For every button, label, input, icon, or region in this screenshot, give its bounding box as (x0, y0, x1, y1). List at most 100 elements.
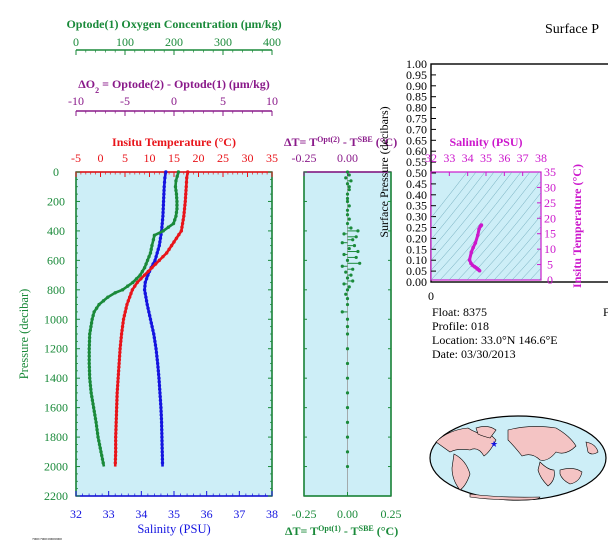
delta-t-data-point (345, 199, 350, 204)
red-data-point (182, 210, 186, 215)
density-contour (475, 203, 541, 280)
blue-data-point (156, 372, 161, 377)
green-data-point (90, 398, 95, 402)
delta-o2-tick-label: -10 (68, 94, 84, 108)
green-data-point (174, 188, 178, 193)
blue-data-point (144, 277, 149, 281)
surface-pressure-tick-label: 0.85 (406, 90, 427, 104)
data-marks (87, 170, 484, 469)
delta-t-data-point (345, 450, 350, 454)
ts-data-point (471, 245, 475, 250)
temperature-tick-label: 15 (168, 151, 180, 165)
red-data-point (115, 402, 119, 406)
blue-data-point (161, 210, 165, 215)
green-data-point (166, 225, 171, 229)
green-data-point (89, 391, 93, 395)
red-data-point (180, 221, 185, 226)
delta-t-data-point (345, 196, 350, 201)
pressure-tick-label: 1800 (44, 430, 68, 444)
cut-letter: F (603, 305, 608, 319)
red-data-point (113, 435, 118, 439)
delta-t-data-point (345, 276, 350, 280)
surface-pressure-tick-label: 0.80 (406, 101, 427, 115)
temperature-axis-title: Insitu Temperature (°C) (112, 135, 236, 149)
green-data-point (145, 258, 150, 263)
ts-x-tick-label: 35 (480, 151, 492, 165)
green-data-point (151, 238, 156, 242)
red-data-point (169, 243, 174, 248)
green-data-point (98, 446, 102, 450)
ts-x-tick-label: 34 (462, 151, 474, 165)
delta-t-data-point (345, 208, 350, 212)
temperature-tick-label: 35 (266, 151, 278, 165)
green-data-point (176, 170, 181, 174)
delta-t-data-point (356, 249, 360, 254)
ts-y-tick-label: 30 (544, 180, 556, 194)
red-data-point (186, 170, 190, 174)
red-data-point (121, 321, 125, 325)
red-data-point (172, 240, 176, 244)
blue-data-point (161, 207, 165, 211)
red-data-point (164, 251, 169, 255)
blue-data-point (154, 254, 158, 259)
delta-t-data-point (345, 435, 350, 439)
red-data-point (182, 214, 186, 218)
red-data-point (117, 361, 121, 366)
blue-data-point (162, 188, 166, 193)
blue-data-point (160, 431, 164, 436)
blue-data-point (157, 383, 162, 388)
green-data-point (93, 416, 98, 421)
delta-t-data-point (347, 246, 351, 251)
ts-data-point (473, 241, 478, 245)
salinity-tick-label: 37 (233, 507, 245, 521)
ts-y-tick-label: 0 (547, 273, 553, 287)
delta-t-data-point (344, 292, 348, 296)
delta-t-data-point (345, 391, 350, 395)
green-data-point (148, 251, 153, 255)
red-data-point (174, 236, 179, 240)
blue-data-point (160, 457, 165, 461)
salinity-tick-label: 35 (168, 507, 180, 521)
density-contour (493, 225, 541, 280)
density-contour (520, 257, 541, 280)
density-contour (529, 267, 541, 280)
oxygen-axis-title: Optode(1) Oxygen Concentration (μm/kg) (66, 17, 281, 31)
red-data-point (115, 383, 120, 388)
red-data-point (113, 442, 118, 447)
green-data-point (95, 431, 100, 436)
salinity-tick-label: 36 (201, 507, 213, 521)
red-data-point (117, 358, 122, 362)
delta-t-data-point (345, 288, 350, 292)
green-data-point (87, 339, 92, 344)
temperature-tick-label: 20 (193, 151, 205, 165)
red-data-point (114, 409, 119, 414)
green-data-point (91, 405, 96, 410)
blue-data-point (159, 424, 164, 428)
ts-data-point (477, 268, 482, 273)
green-data-point (87, 358, 91, 362)
blue-data-point (156, 247, 160, 252)
surface-pressure-tick-label: 0.60 (406, 144, 427, 158)
density-contour (511, 247, 541, 280)
surface-pressure-tick-label: 0.75 (406, 112, 427, 126)
green-data-point (147, 254, 151, 259)
ts-data-point (477, 227, 481, 231)
blue-data-point (147, 310, 151, 314)
blue-data-point (161, 214, 165, 218)
red-data-point (118, 350, 122, 355)
delta-t-top-tick-label: -0.25 (292, 151, 317, 165)
green-data-point (94, 424, 99, 428)
red-data-point (122, 313, 127, 318)
green-data-point (131, 280, 135, 285)
red-data-point (115, 394, 119, 399)
blue-data-point (158, 391, 162, 395)
surface-pressure-tick-label: 0.10 (406, 253, 427, 267)
blue-data-point (162, 180, 167, 185)
green-data-point (144, 262, 148, 266)
red-data-point (113, 439, 118, 443)
delta-t-data-point (345, 406, 350, 410)
delta-t-bottom-tick-label: 0.25 (381, 507, 402, 521)
blue-data-point (142, 288, 147, 292)
salinity-tick-label: 33 (103, 507, 115, 521)
